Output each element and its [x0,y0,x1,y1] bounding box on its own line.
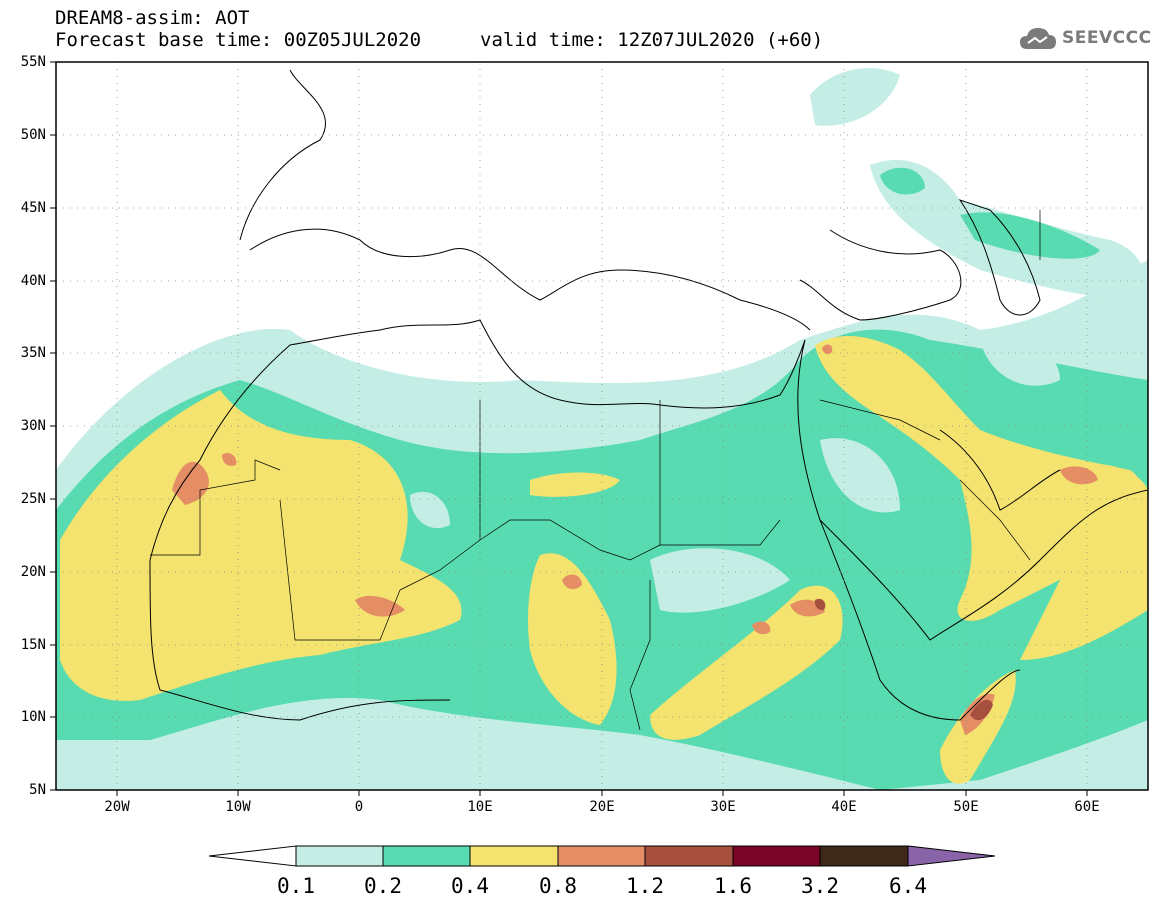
border [150,459,281,556]
lon-label: 30E [710,799,736,815]
lon-label: 60E [1074,799,1100,815]
colorbar-label: 1.2 [626,874,664,898]
aot-band-02 [880,167,925,195]
aot-band-01 [410,491,450,529]
lat-label: 25N [20,491,46,507]
colorbar [208,845,996,867]
coastline [149,319,806,561]
border [819,399,941,441]
lat-label: 15N [20,637,46,653]
coastline [939,429,1061,511]
coastline-layer [149,69,1148,721]
aot-band-01 [820,438,900,513]
colorbar-segment-7 [819,845,909,867]
aot-band-08 [222,453,237,466]
aot-band-12 [814,598,826,611]
lat-label: 30N [20,418,46,434]
coastline [819,489,1148,641]
border [279,499,401,641]
aot-band-02 [960,212,1100,259]
colorbar-segment-5 [644,845,734,867]
aot-band-08 [1060,466,1098,485]
border [959,479,1031,561]
tick-layer [50,61,1088,796]
coastline [797,339,1021,721]
colorbar-label: 0.8 [539,874,577,898]
lat-label: 50N [20,127,46,143]
colorbar-segment-6 [732,845,821,867]
aot-band-01 [980,337,1060,386]
forecast-base-time: Forecast base time: 00Z05JUL2020 [55,29,422,51]
logo-text: SEEVCCC [1062,28,1152,48]
colorbar-label: 0.1 [277,874,315,898]
border-layer [150,210,1041,731]
colorbar-segment-1 [295,845,384,867]
colorbar-label: 3.2 [801,874,839,898]
border [629,580,651,731]
colorbar-segment-3 [469,845,559,867]
lat-label: 10N [20,709,46,725]
coastline [799,229,962,321]
lon-label: 0 [354,799,364,815]
aot-band-04 [530,472,620,497]
aot-band-04 [1020,463,1148,660]
colorbar-label: 0.4 [451,874,489,898]
colorbar-segment-over [907,845,996,867]
lon-label: 10W [225,799,251,815]
aot-band-04 [650,585,843,740]
aot-band-01 [650,548,790,613]
coastline [958,199,1041,316]
colorbar-segment-under [208,845,297,867]
colorbar-label: 0.2 [364,874,402,898]
coastline [149,559,451,721]
lat-label: 20N [20,564,46,580]
lat-label: 45N [20,200,46,216]
coastline [239,69,326,241]
seevccc-logo: SEEVCCC [1018,22,1152,54]
colorbar-label: 1.6 [714,874,752,898]
lon-label: 40E [831,799,857,815]
colorbar-segment-4 [557,845,646,867]
lat-label: 40N [20,273,46,289]
valid-time: valid time: 12Z07JUL2020 (+60) [480,29,824,51]
aot-band-04 [940,670,1016,784]
aot-band-04 [528,553,617,725]
lon-label: 20E [589,799,615,815]
aot-band-12 [970,699,993,721]
cloud-icon [1020,28,1056,49]
aot-band-04 [60,390,462,701]
map-title: DREAM8-assim: AOT [55,7,250,29]
coastline [249,228,811,331]
lon-label: 20W [104,799,130,815]
aot-band-08 [562,574,582,590]
lat-label: 35N [20,345,46,361]
lon-label: 50E [953,799,979,815]
aot-band-04 [815,335,1144,621]
border [399,519,781,591]
grid-layer [56,62,1148,790]
lat-label: 55N [20,54,46,70]
lon-label: 10E [467,799,493,815]
aot-band-01 [810,67,900,126]
aot-band-08 [355,595,405,617]
colorbar-label: 6.4 [889,874,927,898]
aot-band-08 [752,621,771,635]
colorbar-segment-2 [382,845,471,867]
aot-band-08 [822,344,833,355]
lat-label: 5N [29,782,46,798]
